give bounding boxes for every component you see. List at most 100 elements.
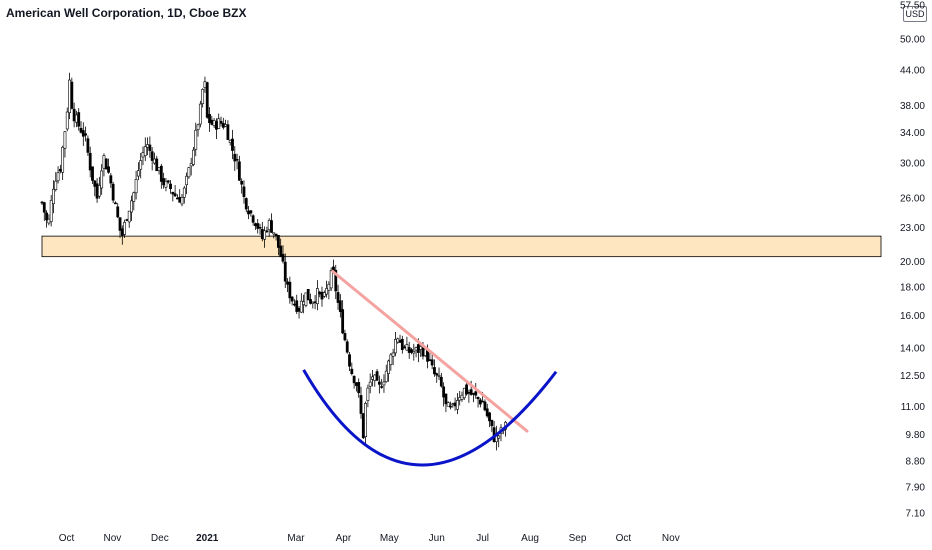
y-tick-label: 30.00	[900, 159, 925, 170]
y-tick-label: 9.80	[906, 430, 926, 441]
candle-body	[270, 220, 273, 233]
candle-body	[345, 341, 349, 353]
y-tick-label: 8.80	[906, 456, 926, 467]
candle-body	[306, 289, 310, 301]
candle-body	[224, 124, 228, 127]
candle-body	[398, 340, 402, 343]
candle-body	[359, 395, 363, 414]
y-tick-label: 14.00	[900, 344, 925, 355]
candle-body	[421, 347, 425, 357]
candle-body	[111, 183, 115, 201]
candle-body	[45, 212, 48, 221]
candle-body	[258, 226, 262, 229]
chart-title: American Well Corporation, 1D, Cboe BZX	[6, 6, 247, 20]
candle-body	[84, 133, 88, 136]
x-tick-label: Apr	[336, 533, 352, 544]
candle-body	[318, 291, 322, 295]
candle-body	[130, 200, 133, 213]
candle-body	[462, 387, 466, 399]
candle-body	[293, 303, 296, 306]
candle-body	[226, 124, 230, 140]
candle-body	[357, 382, 361, 394]
candle-body	[373, 374, 377, 381]
x-tick-label: Sep	[569, 533, 587, 544]
candle-body	[329, 270, 333, 289]
candle-body	[254, 223, 257, 227]
currency-badge[interactable]: USD	[903, 6, 927, 22]
candle-body	[155, 158, 159, 172]
candle-body	[134, 179, 138, 194]
candle-body	[75, 114, 78, 123]
candle-body	[265, 230, 269, 233]
candle-body	[341, 309, 345, 334]
candle-body	[371, 376, 374, 380]
candle-body	[217, 118, 221, 129]
candle-body	[304, 292, 308, 306]
candle-body	[157, 166, 161, 171]
candle-body	[320, 291, 324, 300]
candle-body	[412, 351, 416, 354]
candle-body	[281, 253, 285, 262]
candle-body	[488, 412, 491, 422]
candle-body	[490, 419, 494, 427]
candle-body	[481, 400, 485, 403]
candle-body	[42, 202, 46, 213]
candle-body	[272, 232, 276, 235]
candle-body	[391, 352, 395, 357]
candle-body	[290, 296, 294, 302]
y-tick-label: 57.50	[900, 1, 925, 12]
x-tick-label: Jul	[476, 533, 489, 544]
candle-body	[384, 370, 388, 383]
candle-body	[467, 392, 471, 394]
candle-body	[244, 198, 248, 210]
candle-body	[240, 180, 244, 185]
y-tick-label: 20.00	[900, 257, 925, 268]
y-tick-label: 23.00	[900, 223, 925, 234]
candle-body	[311, 301, 315, 304]
candle-body	[52, 188, 55, 204]
candle-body	[180, 197, 184, 205]
time-axis: Oct Nov Dec 2021 Mar Apr May Jun Jul Aug Sep Oct Nov	[59, 533, 680, 544]
candle-body	[368, 381, 372, 387]
x-tick-label: Nov	[103, 533, 121, 544]
candle-body	[455, 400, 459, 410]
candle-body	[453, 402, 457, 407]
candle-body	[72, 108, 76, 122]
candle-body	[95, 183, 99, 199]
candle-body	[65, 111, 69, 130]
candle-body	[173, 193, 177, 197]
candle-body	[198, 103, 202, 125]
candle-body	[267, 219, 271, 230]
candle-body	[97, 185, 101, 197]
candle-body	[77, 112, 81, 127]
x-tick-label: Nov	[662, 533, 680, 544]
y-tick-label: 16.00	[900, 311, 925, 322]
candle-body	[396, 338, 400, 343]
candle-body	[313, 301, 317, 304]
candle-body	[433, 367, 436, 375]
candle-body	[185, 175, 188, 186]
candle-body	[343, 333, 347, 341]
candle-body	[446, 402, 450, 407]
candle-body	[235, 158, 239, 161]
candle-body	[387, 360, 390, 374]
candle-body	[251, 215, 255, 223]
x-tick-label: Aug	[521, 533, 539, 544]
candle-body	[423, 348, 427, 356]
candle-body	[63, 131, 67, 149]
candle-body	[159, 165, 163, 182]
candle-body	[325, 288, 328, 295]
candle-body	[249, 210, 253, 214]
candle-body	[309, 299, 312, 304]
candle-body	[260, 229, 264, 240]
candle-body	[146, 144, 149, 148]
candle-body	[394, 339, 397, 354]
candle-body	[283, 261, 287, 282]
candle-body	[148, 144, 152, 151]
candle-body	[143, 146, 147, 156]
candle-body	[61, 146, 65, 173]
candle-body	[120, 228, 124, 236]
candle-body	[419, 346, 423, 350]
candle-body	[355, 382, 358, 386]
